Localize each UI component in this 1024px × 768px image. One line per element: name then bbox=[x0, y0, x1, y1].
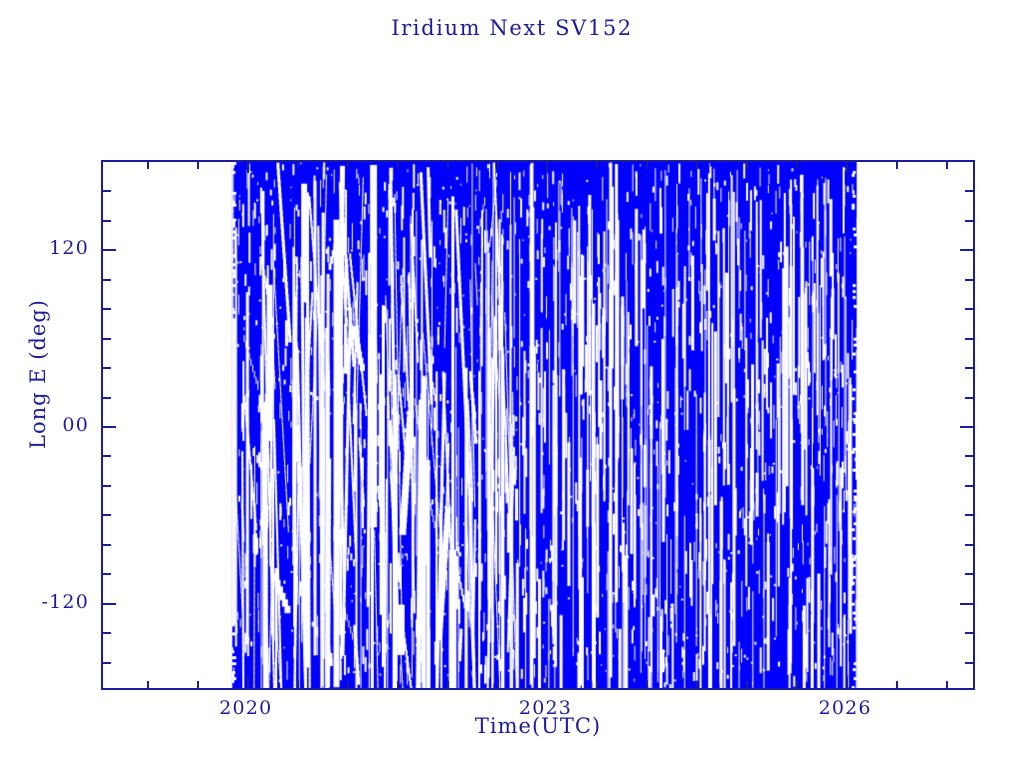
axis-tick bbox=[946, 162, 948, 169]
axis-tick bbox=[447, 681, 449, 688]
axis-tick bbox=[960, 603, 973, 605]
axis-tick bbox=[965, 662, 973, 664]
axis-tick bbox=[103, 190, 111, 192]
axis-tick bbox=[965, 338, 973, 340]
axis-tick bbox=[646, 681, 648, 688]
axis-tick bbox=[103, 603, 116, 605]
axis-tick bbox=[247, 162, 249, 173]
axis-tick bbox=[965, 220, 973, 222]
axis-tick bbox=[965, 514, 973, 516]
axis-tick bbox=[103, 573, 111, 575]
axis-tick bbox=[103, 397, 111, 399]
axis-tick bbox=[965, 544, 973, 546]
axis-tick bbox=[497, 162, 499, 169]
longitude-vs-time-trace bbox=[103, 162, 973, 688]
axis-tick bbox=[103, 308, 111, 310]
axis-tick bbox=[397, 162, 399, 169]
axis-tick bbox=[197, 162, 199, 169]
x-tick-label: 2020 bbox=[219, 697, 273, 719]
x-tick-label: 2023 bbox=[518, 697, 573, 719]
page-title: Iridium Next SV152 bbox=[391, 16, 633, 40]
axis-tick bbox=[103, 455, 111, 457]
axis-tick bbox=[965, 632, 973, 634]
axis-tick bbox=[103, 514, 111, 516]
axis-tick bbox=[746, 681, 748, 688]
axis-tick bbox=[965, 397, 973, 399]
axis-tick bbox=[103, 367, 111, 369]
axis-tick bbox=[960, 426, 973, 428]
y-tick-label: -120 bbox=[41, 590, 89, 613]
y-tick-label: 00 bbox=[62, 414, 89, 436]
axis-tick bbox=[965, 367, 973, 369]
axis-tick bbox=[846, 162, 848, 173]
axis-tick bbox=[297, 681, 299, 688]
x-axis-label: Time(UTC) bbox=[474, 714, 602, 738]
axis-tick bbox=[103, 662, 111, 664]
axis-tick bbox=[646, 162, 648, 169]
axis-tick bbox=[397, 681, 399, 688]
axis-tick bbox=[960, 249, 973, 251]
axis-tick bbox=[965, 279, 973, 281]
axis-tick bbox=[103, 338, 111, 340]
axis-tick bbox=[103, 220, 111, 222]
axis-tick bbox=[746, 162, 748, 169]
y-tick-label: 120 bbox=[49, 237, 89, 260]
axis-tick bbox=[896, 681, 898, 688]
axis-tick bbox=[965, 455, 973, 457]
axis-tick bbox=[696, 681, 698, 688]
axis-tick bbox=[546, 162, 548, 173]
axis-tick bbox=[965, 308, 973, 310]
axis-tick bbox=[103, 279, 111, 281]
axis-tick bbox=[447, 162, 449, 169]
axis-tick bbox=[896, 162, 898, 169]
axis-tick bbox=[103, 426, 116, 428]
axis-tick bbox=[596, 162, 598, 169]
axis-tick bbox=[796, 681, 798, 688]
axis-tick bbox=[965, 485, 973, 487]
axis-tick bbox=[247, 677, 249, 688]
axis-tick bbox=[546, 677, 548, 688]
axis-tick bbox=[596, 681, 598, 688]
axis-tick bbox=[103, 632, 111, 634]
axis-tick bbox=[965, 190, 973, 192]
axis-tick bbox=[965, 573, 973, 575]
axis-tick bbox=[497, 681, 499, 688]
axis-tick bbox=[197, 681, 199, 688]
axis-tick bbox=[147, 162, 149, 169]
axis-tick bbox=[846, 677, 848, 688]
axis-tick bbox=[347, 681, 349, 688]
axis-tick bbox=[103, 249, 116, 251]
axis-tick bbox=[347, 162, 349, 169]
y-axis-label: Long E (deg) bbox=[26, 299, 50, 449]
axis-tick bbox=[297, 162, 299, 169]
axis-tick bbox=[103, 544, 111, 546]
x-tick-label: 2026 bbox=[818, 697, 872, 719]
axis-tick bbox=[796, 162, 798, 169]
axis-tick bbox=[696, 162, 698, 169]
axis-tick bbox=[103, 485, 111, 487]
axis-tick bbox=[147, 681, 149, 688]
axis-tick bbox=[946, 681, 948, 688]
plot-area bbox=[101, 160, 975, 690]
